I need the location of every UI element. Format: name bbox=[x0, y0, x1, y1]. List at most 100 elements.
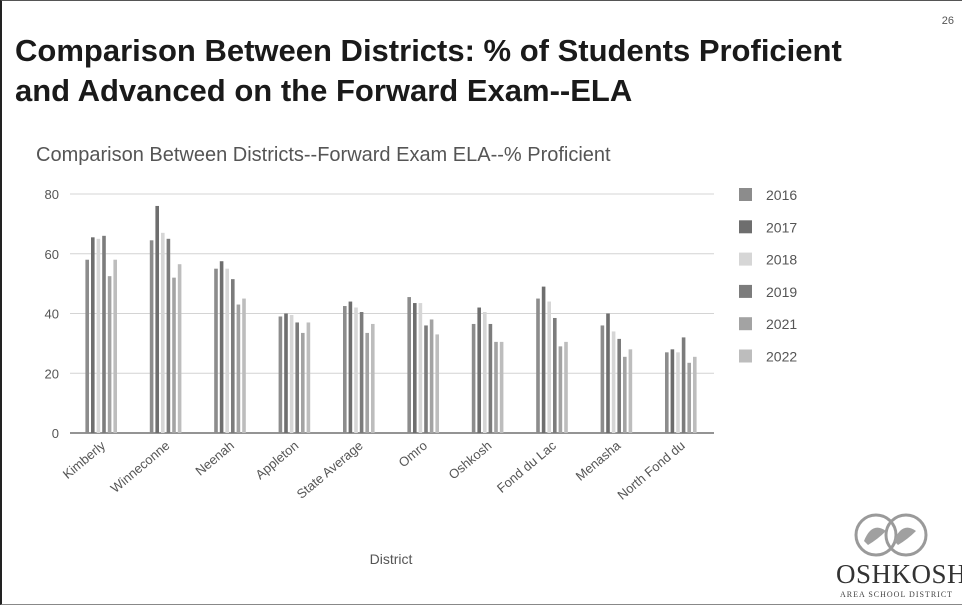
legend-label: 2021 bbox=[766, 316, 797, 332]
bar bbox=[477, 307, 481, 433]
bar bbox=[499, 341, 504, 433]
slide-title-line-1: Comparison Between Districts: % of Stude… bbox=[15, 33, 842, 68]
bar bbox=[284, 313, 288, 433]
bar bbox=[172, 277, 176, 433]
bar bbox=[413, 303, 417, 433]
bar bbox=[435, 334, 439, 433]
slide-title: Comparison Between Districts: % of Stude… bbox=[15, 31, 915, 111]
bar bbox=[665, 352, 669, 433]
bar bbox=[628, 349, 633, 433]
legend-swatch bbox=[739, 220, 752, 234]
chart-bars bbox=[85, 205, 697, 433]
bar bbox=[558, 346, 563, 433]
bar bbox=[343, 306, 347, 433]
x-tick-label: Menasha bbox=[573, 437, 624, 483]
bar bbox=[536, 298, 540, 433]
bar bbox=[418, 303, 423, 433]
bar bbox=[547, 301, 551, 433]
legend-swatch bbox=[739, 317, 752, 331]
bar bbox=[676, 352, 680, 433]
bar bbox=[371, 323, 375, 433]
bar bbox=[295, 322, 299, 433]
bar bbox=[681, 337, 686, 433]
bar bbox=[219, 261, 224, 433]
x-axis-title: District bbox=[370, 551, 413, 567]
bar bbox=[155, 205, 159, 433]
slide-number: 26 bbox=[941, 15, 954, 27]
bar bbox=[488, 323, 493, 433]
bar bbox=[471, 323, 476, 433]
bar bbox=[687, 362, 691, 433]
bar bbox=[301, 332, 305, 433]
bar bbox=[85, 259, 89, 433]
bar bbox=[161, 232, 165, 433]
chart-title: Comparison Between Districts--Forward Ex… bbox=[36, 144, 611, 166]
bar bbox=[236, 304, 241, 433]
bar bbox=[306, 322, 311, 433]
bar bbox=[600, 325, 605, 433]
bar bbox=[231, 279, 235, 433]
x-tick-label: Omro bbox=[396, 438, 431, 470]
x-tick-label: Kimberly bbox=[60, 437, 109, 481]
legend-label: 2016 bbox=[766, 187, 797, 203]
x-tick-label: Winneconne bbox=[108, 438, 173, 496]
bar bbox=[225, 268, 229, 433]
bar bbox=[166, 238, 171, 433]
y-tick-label: 80 bbox=[45, 187, 59, 202]
bar bbox=[96, 238, 101, 433]
bar bbox=[102, 235, 106, 433]
bar bbox=[617, 338, 621, 433]
chart-legend: 2016 2017 2018 2019 2021 2022 bbox=[739, 187, 797, 365]
legend-label: 2017 bbox=[766, 219, 797, 235]
y-tick-label: 40 bbox=[45, 307, 59, 322]
bar bbox=[107, 276, 112, 433]
bar bbox=[365, 332, 369, 433]
x-tick-label: State Average bbox=[294, 438, 366, 502]
bar bbox=[429, 319, 434, 433]
y-axis-ticks: 0 20 40 60 80 bbox=[45, 187, 59, 441]
bar bbox=[242, 298, 246, 433]
bar bbox=[354, 307, 358, 433]
legend-swatch bbox=[739, 284, 752, 298]
legend-label: 2019 bbox=[766, 284, 797, 300]
bar bbox=[289, 314, 294, 433]
legend-label: 2018 bbox=[766, 252, 797, 268]
legend-label: 2022 bbox=[766, 349, 797, 365]
bar bbox=[670, 349, 675, 433]
x-tick-label: North Fond du bbox=[614, 438, 687, 503]
y-tick-label: 60 bbox=[45, 247, 59, 262]
bar bbox=[623, 356, 627, 433]
bar bbox=[348, 301, 353, 433]
bar bbox=[149, 240, 154, 433]
bar bbox=[611, 331, 616, 433]
bar bbox=[494, 341, 498, 433]
x-tick-label: Neenah bbox=[192, 438, 237, 479]
bar bbox=[541, 286, 546, 433]
x-tick-label: Appleton bbox=[252, 438, 301, 482]
bar bbox=[278, 316, 283, 433]
bar bbox=[606, 313, 610, 433]
bar bbox=[214, 268, 218, 433]
logo-wordmark: OSHKOSH bbox=[836, 559, 962, 589]
x-tick-label: Fond du Lac bbox=[494, 437, 559, 495]
bar bbox=[177, 264, 182, 433]
x-tick-label: Oshkosh bbox=[446, 438, 495, 482]
legend-swatch bbox=[739, 188, 752, 201]
swoosh-logo-icon bbox=[854, 513, 928, 557]
bar bbox=[693, 356, 697, 433]
bar bbox=[407, 297, 411, 433]
bar bbox=[483, 312, 487, 433]
logo-subtitle: AREA SCHOOL DISTRICT bbox=[840, 590, 954, 599]
y-tick-label: 20 bbox=[45, 366, 59, 381]
bar bbox=[553, 317, 557, 433]
bar bbox=[91, 237, 95, 433]
y-tick-label: 0 bbox=[52, 426, 59, 441]
bar bbox=[359, 312, 364, 433]
legend-swatch bbox=[739, 252, 752, 266]
bar bbox=[564, 341, 568, 433]
slide-title-line-2: and Advanced on the Forward Exam--ELA bbox=[15, 73, 633, 108]
district-logo: OSHKOSH AREA SCHOOL DISTRICT bbox=[828, 511, 962, 601]
